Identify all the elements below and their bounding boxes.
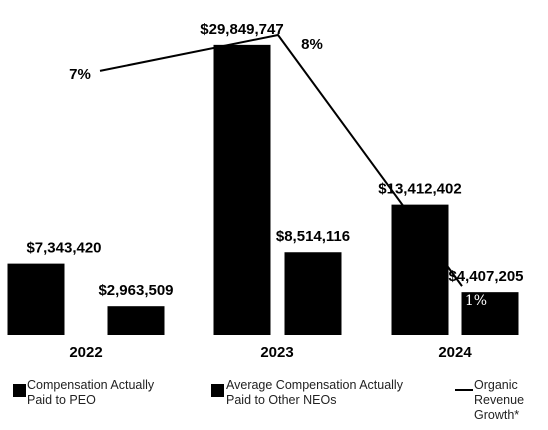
bar <box>391 204 449 335</box>
legend-label: Compensation Actually Paid to PEO <box>27 378 155 407</box>
legend-swatch <box>13 384 26 397</box>
x-tick-label: 2022 <box>69 344 102 361</box>
value-label: 7% <box>69 66 91 83</box>
bar <box>461 292 519 335</box>
value-label: $8,514,116 <box>276 228 350 245</box>
x-tick-label: 2024 <box>438 344 472 361</box>
bar <box>7 263 65 335</box>
value-label: $29,849,747 <box>200 21 283 38</box>
bar <box>284 252 342 335</box>
legend-item: Organic Revenue Growth* <box>455 378 548 423</box>
legend-swatch <box>211 384 224 397</box>
legend-item: Average Compensation Actually Paid to Ot… <box>211 378 441 408</box>
value-label: $4,407,205 <box>448 268 523 285</box>
legend-swatch <box>455 389 473 391</box>
value-label: $13,412,402 <box>378 181 461 198</box>
value-label: 1% <box>465 293 487 309</box>
value-label: $7,343,420 <box>26 240 101 257</box>
legend-item: Compensation Actually Paid to PEO <box>13 378 193 408</box>
x-tick-label: 2023 <box>260 344 293 361</box>
legend-label: Organic Revenue Growth* <box>474 378 525 422</box>
value-label: 8% <box>301 36 323 53</box>
plot: $7,343,420 $29,849,747 $13,412,402 $2,963,5… <box>7 21 524 361</box>
bar <box>213 44 271 335</box>
value-label: $2,963,509 <box>98 282 173 299</box>
line <box>99 33 463 287</box>
legend-label: Average Compensation Actually Paid to Ot… <box>226 378 403 407</box>
bar <box>107 306 165 335</box>
